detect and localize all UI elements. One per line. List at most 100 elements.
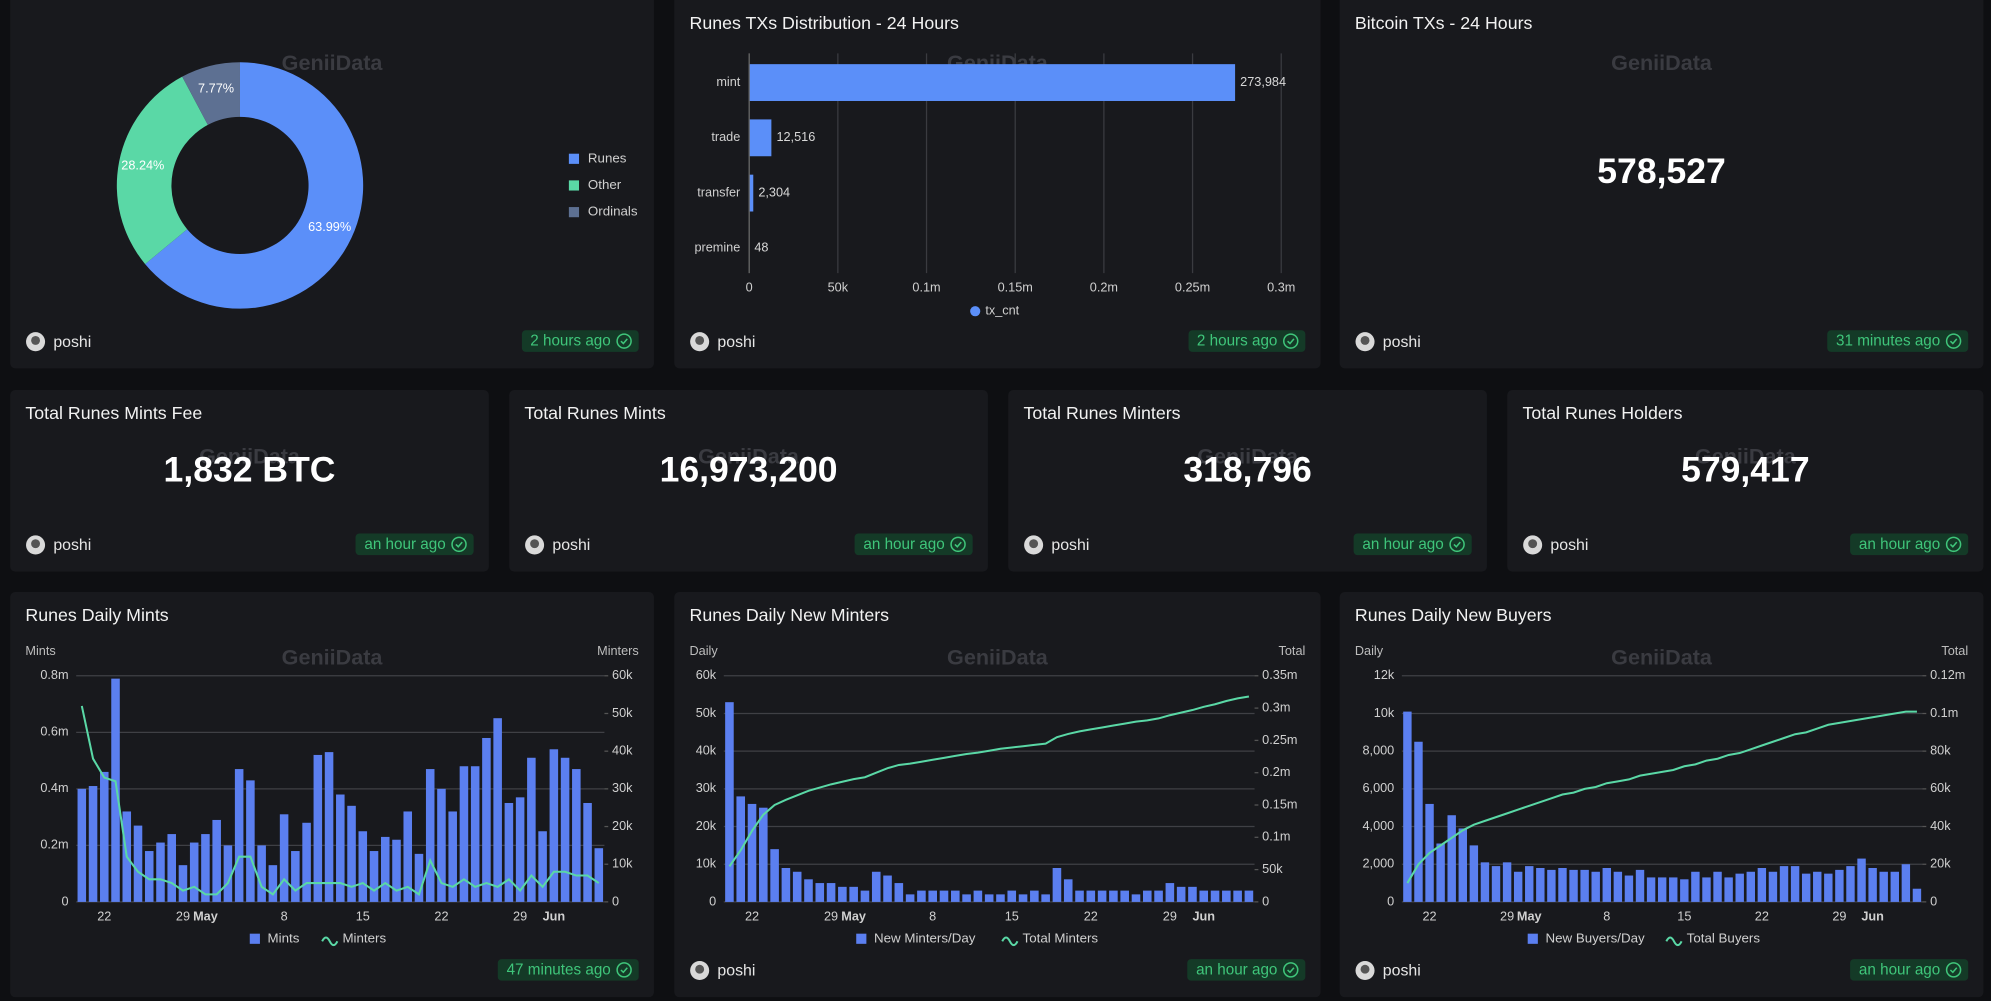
bar (369, 851, 379, 902)
bar (1635, 869, 1645, 902)
y-tick-label: premine (694, 241, 740, 255)
bar (324, 752, 334, 902)
author-name: poshi (1550, 536, 1589, 554)
y2-tick-label: 0.25m (1262, 733, 1297, 747)
x-tick-label: May (841, 910, 866, 924)
bar (917, 890, 926, 902)
legend-swatch (1001, 936, 1019, 947)
panel-title: Runes Daily New Buyers (1354, 604, 1552, 625)
legend-label: New Buyers/Day (1545, 930, 1645, 945)
chart-body: Mints Minters 0 0.2m 0.4m 0.6m 0.8m 0 10k 20k 30k 4… (25, 644, 639, 947)
y2-tick-label: 80k (1930, 744, 1951, 758)
big-number: 318,796 (1183, 449, 1312, 490)
bar (144, 851, 154, 902)
bar (392, 839, 401, 902)
bar (1165, 883, 1175, 902)
updated-text: an hour ago (1858, 534, 1941, 553)
watermark: GeniiData (1611, 50, 1712, 75)
chart-body: Daily Total 0 10k 20k 30k 40k 50k 60k 0 50k 0.1m 0.1… (690, 644, 1305, 947)
bar (1502, 862, 1512, 902)
y2-tick-label: 40k (612, 744, 633, 758)
bar (1624, 875, 1634, 902)
line (80, 705, 600, 896)
legend-label: Total Minters (1023, 930, 1099, 945)
chart-body: 63.99% Runes 28.24% Other 7.77% Ordinals (116, 62, 638, 309)
bar (996, 894, 1005, 902)
bar (1890, 871, 1899, 902)
bar (1901, 864, 1911, 902)
bar (133, 825, 143, 902)
y-tick-label: 0 (709, 894, 716, 908)
chart-body: Daily Total 0 2,000 4,000 6,000 8,000 10k 12k 0 20… (1355, 644, 1968, 947)
author-name: poshi (552, 536, 591, 554)
y-tick-label: 0.8m (40, 668, 68, 682)
y2-tick-label: 0 (1262, 894, 1269, 908)
y2-tick-label: 50k (1262, 862, 1283, 876)
panel: GeniiData Total Runes Minters 318,796 poshi… (1008, 389, 1487, 572)
bar (1154, 890, 1163, 902)
chart: Daily Total 0 2,000 4,000 6,000 8,000 10k 12k 0 20… (1355, 644, 1968, 947)
bar (1669, 877, 1678, 902)
bar (1199, 890, 1209, 902)
avatar-face (1528, 539, 1538, 549)
bar (928, 890, 937, 902)
big-number: 1,832 BTC (163, 449, 336, 490)
x-tick-label: 22 (434, 910, 448, 924)
y2-tick-label: 60k (612, 668, 633, 682)
y2-axis-title: Minters (597, 644, 639, 658)
bar (883, 875, 892, 902)
bar (1041, 894, 1050, 902)
avatar-face (31, 539, 40, 549)
avatar (1355, 960, 1375, 981)
avatar (1355, 332, 1375, 352)
avatar (26, 535, 46, 555)
panel: GeniiData Runes Daily Mints 47 minutes ago… (10, 591, 654, 998)
check-icon (1945, 536, 1962, 553)
bar (1757, 867, 1767, 902)
value-label: 273,984 (1240, 75, 1286, 89)
bar (1857, 858, 1866, 902)
bar (1086, 890, 1096, 902)
x-tick-label: Jun (1861, 910, 1884, 924)
y-axis-title: Daily (690, 644, 719, 658)
bar (815, 883, 825, 902)
y-axis-title: Mints (25, 644, 55, 658)
bar (1835, 869, 1844, 902)
x-tick-label: 0.15m (998, 281, 1033, 295)
bar (482, 737, 491, 902)
author-name: poshi (717, 961, 756, 980)
y-tick-label: 0 (62, 894, 69, 908)
avatar (26, 332, 46, 352)
y2-tick-label: 0 (1930, 894, 1937, 908)
bar (1790, 866, 1800, 902)
avatar-face (31, 335, 40, 345)
legend-label: Ordinals (588, 204, 638, 219)
bar (1702, 877, 1711, 902)
panel: GeniiData Runes TXs Distribution - 24 Hou… (674, 0, 1321, 369)
bar (962, 894, 971, 902)
y-tick-label: mint (716, 75, 740, 89)
x-tick-label: 15 (356, 910, 370, 924)
x-tick-label: 8 (1603, 910, 1610, 924)
author-name: poshi (1051, 536, 1090, 554)
bar (302, 822, 311, 902)
check-icon (451, 536, 467, 553)
avatar (690, 332, 710, 352)
bar (1657, 877, 1667, 902)
big-number: 579,417 (1681, 449, 1810, 490)
bar (425, 769, 435, 902)
bar (403, 811, 413, 902)
author-name: poshi (717, 332, 756, 351)
updated-badge: an hour ago (1850, 959, 1969, 981)
check-ring (1945, 333, 1962, 349)
check-ring (451, 536, 467, 553)
bar (1131, 894, 1141, 902)
value-label: 48 (754, 241, 768, 255)
bar (759, 807, 768, 902)
bar (1458, 828, 1467, 902)
updated-badge: an hour ago (1187, 959, 1306, 981)
watermark: GeniiData (698, 444, 799, 469)
bar (246, 780, 255, 902)
updated-text: 47 minutes ago (506, 960, 611, 979)
pie-slice (116, 76, 208, 265)
